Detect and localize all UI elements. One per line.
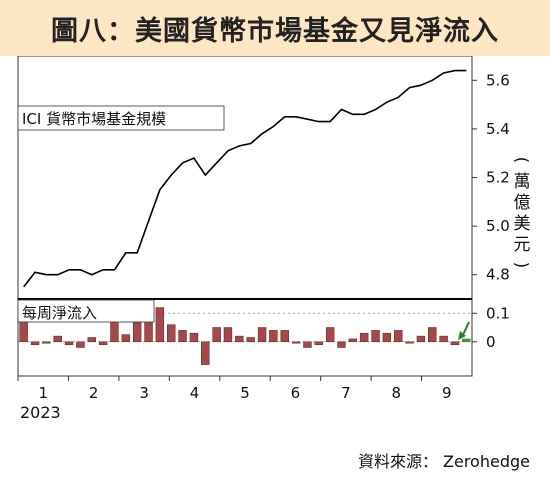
- bar-series: [19, 304, 471, 365]
- flow-bar: [42, 341, 51, 344]
- y-label-char: 元: [514, 235, 531, 255]
- x-tick-label: 6: [291, 384, 301, 402]
- flow-bar: [348, 338, 358, 343]
- bar-label-box: [17, 299, 155, 323]
- bar-series-label: 每周淨流入: [22, 304, 97, 322]
- flow-bar: [394, 330, 403, 343]
- plot-frame: [17, 56, 473, 377]
- flow-bar: [178, 330, 187, 343]
- flow-bar: [382, 332, 392, 343]
- x-tick-label: 1: [38, 384, 48, 402]
- flow-bar: [439, 335, 448, 343]
- x-tick-label: 8: [392, 384, 402, 402]
- y-label-char: 美: [514, 214, 531, 234]
- flow-bar: [325, 327, 335, 343]
- flow-bar: [201, 341, 210, 365]
- flow-bar: [337, 341, 346, 348]
- flow-bar: [121, 334, 131, 342]
- flow-bar: [155, 307, 165, 343]
- flow-bar: [303, 341, 312, 348]
- chart-area: 4.8 5.0 5.2 5.4 5.6 0.1 0 ICI 貨幣市場基金規模 每周淨流入 (…: [17, 56, 531, 422]
- x-tick-label: 2: [89, 384, 99, 402]
- flow-bar: [257, 327, 267, 343]
- flow-bar: [189, 332, 199, 343]
- x-axis: 1 2 3 4 5 6 7 8 9: [17, 376, 452, 402]
- flow-bar: [53, 335, 62, 343]
- flow-bar: [235, 335, 244, 343]
- flow-bar: [64, 341, 74, 345]
- flow-bar: [314, 341, 323, 345]
- y-tick-label: 0: [486, 333, 496, 351]
- flow-bar: [98, 341, 108, 345]
- y-tick-label: 5.0: [486, 217, 510, 235]
- flow-bar: [371, 330, 380, 343]
- flow-bar: [359, 332, 369, 343]
- x-tick-label: 7: [341, 384, 351, 402]
- flow-bar: [291, 341, 301, 344]
- y-label-char: 億: [514, 193, 531, 213]
- y-ticks: 4.8 5.0 5.2 5.4 5.6 0.1 0: [472, 71, 510, 351]
- fund-size-line: [23, 69, 467, 288]
- flow-bar: [269, 330, 278, 343]
- flow-bar: [212, 327, 221, 343]
- flow-bar: [405, 341, 414, 344]
- flow-bar: [30, 341, 40, 345]
- source-note: 資料來源： Zerohedge: [357, 452, 530, 471]
- arrow-head: [458, 331, 466, 340]
- y-tick-label: 5.2: [486, 169, 510, 187]
- y-label-char: (: [511, 157, 531, 164]
- y-tick-label: 0.1: [486, 304, 510, 322]
- x-tick-label: 3: [139, 384, 149, 402]
- x-year-label: 2023: [20, 403, 61, 422]
- chart-title: 圖八：美國貨幣市場基金又見淨流入: [0, 0, 550, 56]
- flow-bar: [428, 327, 437, 343]
- flow-bar: [87, 337, 96, 343]
- x-tick-label: 4: [190, 384, 200, 402]
- arrow-annotation: [458, 321, 470, 340]
- y-label-char: 萬: [514, 172, 531, 192]
- flow-bar: [462, 338, 471, 343]
- flow-bar: [76, 341, 85, 348]
- line-label-box: [17, 105, 225, 131]
- flow-bar: [416, 335, 426, 343]
- y-tick-label: 4.8: [486, 266, 510, 284]
- y-tick-label: 5.6: [486, 71, 510, 89]
- flow-bar: [450, 341, 460, 345]
- flow-bar: [223, 327, 233, 343]
- flow-bar: [280, 330, 289, 343]
- line-series-label: ICI 貨幣市場基金規模: [22, 110, 166, 128]
- y-label-char: ): [511, 262, 531, 269]
- x-tick-label: 5: [240, 384, 250, 402]
- x-tick-label: 9: [442, 384, 452, 402]
- flow-bar: [167, 324, 176, 343]
- flow-bar: [246, 337, 255, 343]
- y-tick-label: 5.4: [486, 120, 510, 138]
